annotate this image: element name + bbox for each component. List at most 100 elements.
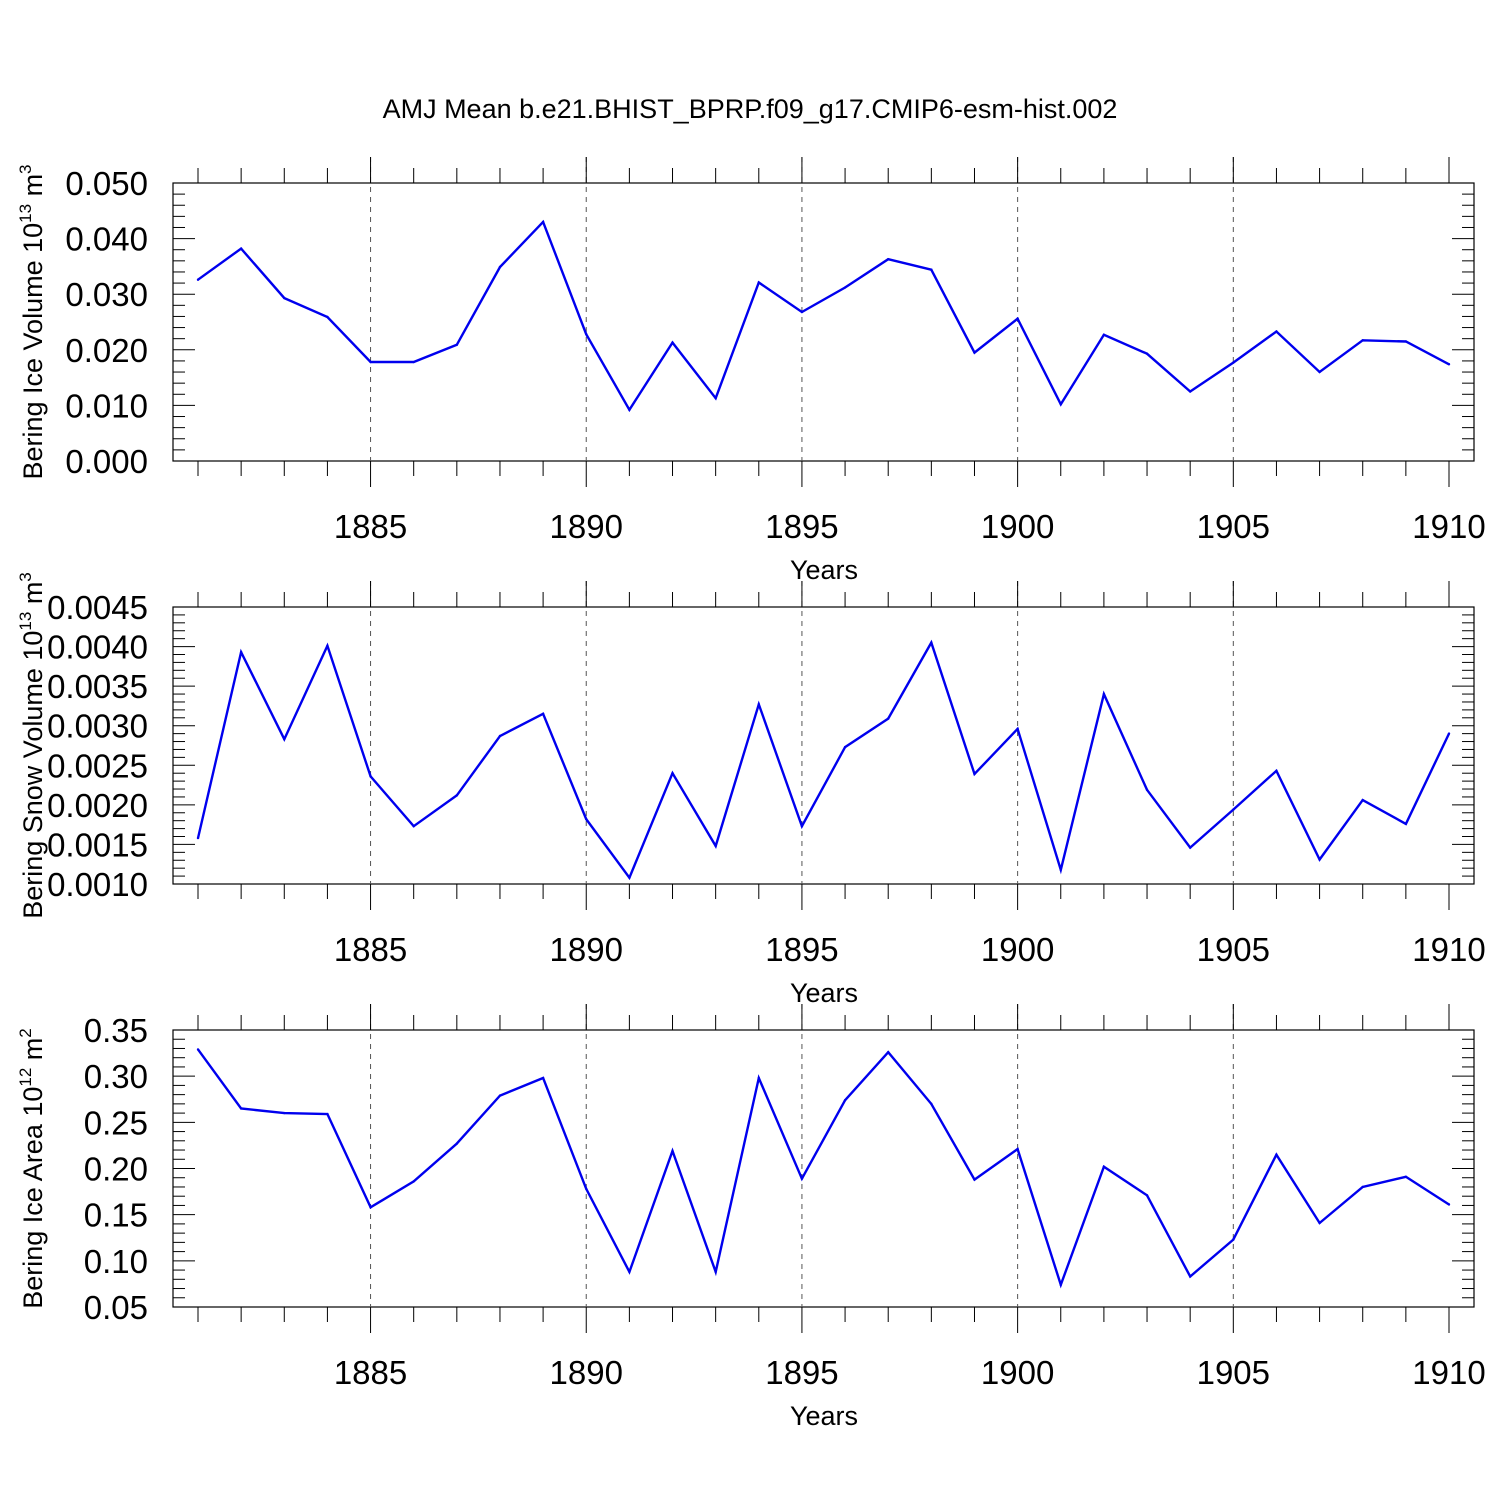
data-point-1889 <box>541 712 545 716</box>
x-axis-label: Years <box>790 555 858 585</box>
data-point-1910 <box>1447 1203 1451 1206</box>
x-axis-label: Years <box>790 978 858 1008</box>
series-line-1 <box>197 219 1450 413</box>
data-point-1901 <box>1059 403 1062 406</box>
x-tick-label-1905: 1905 <box>1197 508 1270 545</box>
y-tick-label: 0.10 <box>84 1243 148 1280</box>
data-point-1882 <box>239 1107 243 1110</box>
data-point-1887 <box>455 794 459 797</box>
data-point-1889 <box>541 1076 545 1080</box>
y-axis-label-unit-exponent: 3 <box>16 164 35 173</box>
y-tick-label: 0.040 <box>65 221 148 258</box>
data-point-1895 <box>800 1177 804 1180</box>
data-point-1888 <box>498 734 502 738</box>
data-point-1905 <box>1232 1238 1235 1241</box>
y-tick-label: 0.35 <box>84 1012 148 1049</box>
data-point-1893 <box>714 844 717 848</box>
data-point-1888 <box>498 1094 502 1097</box>
data-point-1894 <box>757 1076 760 1080</box>
data-point-1888 <box>498 265 502 269</box>
data-point-1907 <box>1318 858 1321 861</box>
y-axis-label-exponent: 12 <box>16 1068 35 1087</box>
y-tick-label: 0.0010 <box>47 866 148 903</box>
data-point-1896 <box>843 1098 847 1102</box>
data-point-1886 <box>412 1180 415 1183</box>
x-tick-label-1905: 1905 <box>1197 1354 1270 1391</box>
data-point-1905 <box>1232 361 1235 364</box>
data-point-1901 <box>1059 1283 1062 1287</box>
x-tick-label-1890: 1890 <box>550 508 623 545</box>
y-axis-label-unit-exponent: 2 <box>16 1028 35 1037</box>
x-tick-label-1900: 1900 <box>981 508 1054 545</box>
y-axis-label-text: Bering Ice Volume 10 <box>18 223 48 480</box>
data-point-1882 <box>239 650 243 654</box>
data-point-1898 <box>930 1102 933 1106</box>
y-tick-label: 0.010 <box>65 387 148 424</box>
y-tick-label: 0.0025 <box>47 747 148 784</box>
x-tick-label-1890: 1890 <box>550 931 623 968</box>
data-point-1899 <box>973 1178 976 1181</box>
data-point-1906 <box>1275 1153 1278 1156</box>
data-point-1903 <box>1145 352 1149 355</box>
x-tick-label-1895: 1895 <box>765 931 838 968</box>
data-point-1902 <box>1102 333 1106 336</box>
data-point-1887 <box>455 343 459 346</box>
x-tick-label-1910: 1910 <box>1412 931 1485 968</box>
data-point-1890 <box>585 333 588 336</box>
data-point-1896 <box>843 286 847 289</box>
data-point-1881 <box>196 278 200 281</box>
data-point-1908 <box>1361 798 1364 802</box>
x-tick-label-1910: 1910 <box>1412 508 1485 545</box>
y-tick-label: 0.15 <box>84 1197 148 1234</box>
x-tick-label-1905: 1905 <box>1197 931 1270 968</box>
data-point-1898 <box>930 268 933 271</box>
x-tick-label-1895: 1895 <box>765 508 838 545</box>
y-axis-label-unit: m <box>18 174 48 204</box>
data-point-1903 <box>1145 1194 1149 1197</box>
data-point-1892 <box>671 772 674 775</box>
data-point-1908 <box>1361 339 1364 342</box>
x-tick-label-1885: 1885 <box>334 508 407 545</box>
plot-frame <box>172 606 1475 885</box>
data-point-1892 <box>671 341 674 344</box>
data-point-1896 <box>843 745 847 749</box>
data-point-1898 <box>930 641 933 644</box>
data-point-1886 <box>412 360 415 364</box>
y-tick-label: 0.25 <box>84 1104 148 1141</box>
data-point-1891 <box>628 876 631 879</box>
data-point-1881 <box>196 836 200 840</box>
data-point-1906 <box>1275 330 1278 333</box>
y-tick-label: 0.0020 <box>47 787 148 824</box>
data-point-1894 <box>757 703 760 706</box>
data-point-1904 <box>1188 846 1192 849</box>
data-point-1890 <box>585 1187 588 1191</box>
data-point-1909 <box>1404 340 1408 343</box>
y-tick-label: 0.0045 <box>47 589 148 626</box>
data-point-1885 <box>369 775 372 778</box>
data-point-1884 <box>326 315 329 319</box>
data-point-1910 <box>1447 363 1451 366</box>
y-tick-label: 0.000 <box>65 443 148 480</box>
plot-frame <box>172 1029 1475 1308</box>
data-point-1890 <box>585 817 588 821</box>
y-tick-label: 0.050 <box>65 165 148 202</box>
data-point-1897 <box>887 1050 890 1054</box>
data-point-1904 <box>1188 1275 1192 1278</box>
x-tick-label-1900: 1900 <box>981 1354 1054 1391</box>
x-tick-label-1895: 1895 <box>765 1354 838 1391</box>
chart-panel-3: 1885 1890 1895 1900 1905 1910 Years 0.05 0.10 0.1… <box>16 1004 1486 1431</box>
data-point-1903 <box>1145 788 1149 792</box>
data-point-1902 <box>1102 692 1106 696</box>
panels: 1885 1890 1895 1900 1905 1910 Years 0.000 0.010 0… <box>16 157 1486 1431</box>
data-point-1897 <box>887 257 890 261</box>
x-tick-label-1890: 1890 <box>550 1354 623 1391</box>
data-point-1892 <box>671 1149 674 1153</box>
y-tick-label: 0.0030 <box>47 708 148 745</box>
data-point-1900 <box>1016 1147 1019 1151</box>
y-axis-label-unit: m <box>18 1038 48 1068</box>
y-tick-label: 0.030 <box>65 276 148 313</box>
data-point-1910 <box>1447 732 1451 735</box>
data-point-1891 <box>628 1270 631 1274</box>
x-tick-label-1910: 1910 <box>1412 1354 1485 1391</box>
